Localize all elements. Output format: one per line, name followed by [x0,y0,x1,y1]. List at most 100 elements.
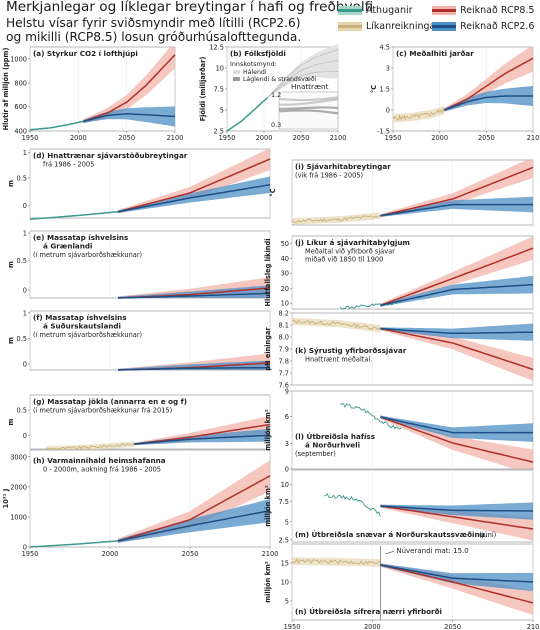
inset-legend-swatch [233,70,240,74]
y-axis-label: Hlutir af milljón (ppm) [2,48,10,131]
legend-item-rcp26: Reiknað RCP2.6 [432,21,534,32]
y-tick-label: 7.7 [279,369,290,377]
y-tick-label: 1000 [10,513,27,521]
figure-title: Merkjanlegar og líklegar breytingar í ha… [6,0,374,15]
y-tick-label: 8.0 [279,333,290,341]
panel-subtitle: (vik frá 1986 - 2005) [295,172,363,180]
panel-subtitle: frá 1986 - 2005 [43,161,94,169]
series-line-rcp85 [380,564,534,604]
panel-title: (n) Útbreiðsla sífrera nærri yfirborði [295,607,442,616]
panel-subtitle: 0 - 2000m, aukning frá 1986 - 2005 [43,466,161,474]
legend-swatch-observations [338,6,362,15]
x-tick-label: 1950 [219,134,236,142]
panel-title-line2: á Norðurhveli [305,441,360,450]
y-tick-label: 800 [14,80,27,88]
inset-tick-label: 1.2 [271,91,281,99]
y-tick-label: 8.1 [279,322,290,330]
y-axis-label: °C [269,188,277,196]
model-band [292,212,381,225]
uncertainty-band-rcp85 [118,460,270,544]
legend: Athuganir Líkanreikningar Reiknað RCP8.5… [338,2,538,46]
y-tick-label: 5 [220,107,224,115]
series-line-rcp26 [444,95,533,111]
panel-frame [291,235,534,310]
y-tick-label: 0 [386,107,390,115]
uncertainty-band-rcp85 [444,47,533,112]
panel-subtitle: (í metrum sjávarborðshækkunar) [33,331,142,339]
figure-subtitle-line2: og mikilli (RCP8.5) losun gróðurhúsaloft… [6,30,302,44]
y-tick-label: 2.5 [214,128,225,136]
series-line-rcp26 [380,327,534,335]
y-tick-label: 1 [23,149,27,157]
uncertainty-band-rcp26 [380,196,533,217]
x-tick-label: 2050 [118,134,135,142]
legend-swatch-rcp26 [432,22,456,31]
uncertainty-band-rcp26 [380,275,533,307]
panel-title: (a) Styrkur CO2 í lofthjúpi [33,49,138,58]
series-line-historical [29,210,119,221]
y-tick-label: 9 [285,388,289,396]
y-tick-label: 15 [281,560,289,568]
y-axis-label: pH einingar [264,327,272,371]
panel-i: °C (i) Sjávarhitabreytingar(vik frá 1986 … [269,159,534,226]
x-tick-label: 1950 [284,623,301,630]
y-axis-label: °C [370,85,378,93]
uncertainty-band-rcp26 [380,323,533,341]
series-line-rcp85 [380,327,534,371]
y-tick-label: 0 [23,202,27,210]
y-axis-label: milljón km² [264,409,272,451]
inset-series [278,96,339,102]
series-line-rcp85 [380,416,534,463]
panel-title: (k) Sýrustig yfirborðssjávar [295,346,407,355]
y-axis-label: m [7,418,15,425]
y-tick-label: 2.5 [279,536,290,544]
legend-item-observations: Athuganir [338,5,413,16]
x-tick-label: 1950 [22,550,39,558]
y-tick-label: 8.2 [279,310,290,318]
series-line-models [392,107,445,121]
panel-k: 8.2 8.1 8.0 7.9 7.8 7.7 7.6 pH einingar (k) Sýru… [264,310,534,390]
y-axis-label: 10²¹ J [2,489,10,509]
y-tick-label: 0 [23,286,27,294]
y-tick-label: 2000 [10,483,27,491]
y-tick-label: 4.5 [380,44,391,52]
x-tick-label: 2050 [478,134,495,142]
panel-title: (f) Massatap íshvelsins [33,313,127,322]
legend-swatch-rcp85 [432,6,456,15]
series-line-rcp26 [117,184,271,213]
series-line-rcp85 [380,247,534,307]
series-line-rcp26 [380,505,533,512]
y-tick-label: 10 [281,481,289,489]
panel-title: (b) Fólksfjöldi [230,49,286,58]
panel-title: (d) Hnattrænar sjávarstöðubreytingar [33,151,188,160]
inset-tick-label: 0.3 [271,121,281,129]
panel-frame [291,159,534,226]
x-tick-label: 1950 [385,134,402,142]
series-line-rcp26 [380,416,533,434]
y-tick-label: 5 [285,598,289,606]
series-line-rcp26 [380,283,534,307]
y-axis-label: milljón km² [264,485,272,527]
y-tick-label: 7.8 [279,358,290,366]
x-tick-label: 2000 [364,623,381,630]
y-tick-label: 0.5 [17,174,28,182]
x-tick-label: 210 [527,134,540,142]
x-tick-label: 2000 [102,550,119,558]
y-tick-label: 1000 [10,55,27,63]
series-line-observations [340,403,402,430]
panel-j: 50 40 30 20 10 Hlutfallsleg líkindi (j) Líkur … [264,235,534,310]
panel-title: (e) Massatap íshvelsins [33,233,128,242]
series-line-observations [323,493,381,517]
inset-title: Innskotsmynd: [230,60,277,68]
y-axis-label: Hlutfallsleg líkindi [264,239,272,307]
y-tick-label: 10 [281,579,289,587]
uncertainty-band-rcp85 [380,563,533,616]
y-tick-label: 400 [14,128,27,136]
x-tick-label: 2100 [330,134,347,142]
uncertainty-band-rcp26 [380,563,533,592]
series-line-rcp85 [117,158,271,213]
uncertainty-band-rcp85 [380,236,533,308]
y-tick-label: 3 [285,440,289,448]
